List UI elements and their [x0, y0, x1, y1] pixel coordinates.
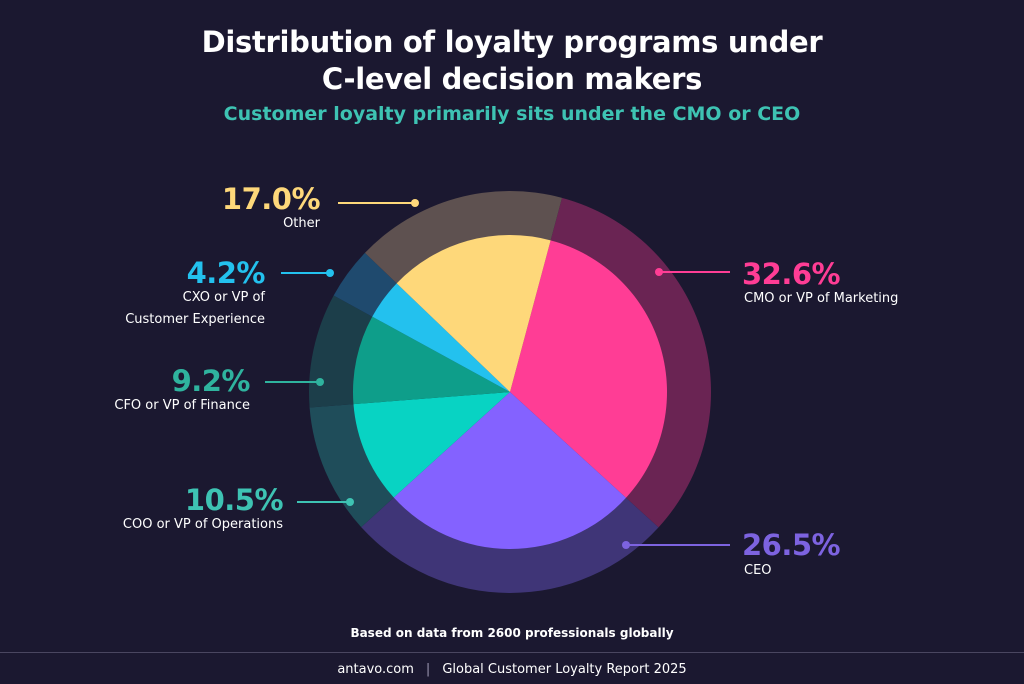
pie-slice-other	[396, 235, 551, 392]
title-line-2: C-level decision makers	[321, 62, 703, 96]
footer-site: antavo.com	[337, 662, 414, 677]
leader-line-layer	[265, 199, 730, 549]
cfo-percent-label: 9.2%	[171, 364, 251, 398]
pie-slice-cxo	[372, 283, 510, 392]
footer-divider	[0, 652, 1024, 653]
title-line-1: Distribution of loyalty programs under	[201, 25, 823, 59]
leader-dot-cxo	[326, 269, 334, 277]
cmo-category-label: CMO or VP of Marketing	[744, 291, 899, 306]
pie-slice-coo	[353, 392, 510, 498]
leader-dot-cmo	[655, 268, 663, 276]
footer-separator: |	[425, 662, 431, 677]
cmo-percent-label: 32.6%	[742, 257, 841, 291]
pie-slice-ceo	[393, 392, 627, 549]
cxo-category-label-line-1: CXO or VP of	[182, 290, 265, 305]
cxo-category-label-line-2: Customer Experience	[125, 312, 265, 327]
leader-dot-ceo	[622, 541, 630, 549]
other-percent-label: 17.0%	[221, 182, 321, 216]
data-source-note: Based on data from 2600 professionals gl…	[350, 626, 674, 640]
footer: antavo.com | Global Customer Loyalty Repor…	[0, 662, 1024, 677]
cxo-percent-label: 4.2%	[186, 256, 266, 290]
page-subtitle: Customer loyalty primarily sits under th…	[223, 103, 801, 125]
cfo-category-label: CFO or VP of Finance	[114, 398, 250, 413]
leader-dot-other	[411, 199, 419, 207]
ceo-percent-label: 26.5%	[742, 528, 841, 562]
leader-dot-cfo	[316, 378, 324, 386]
coo-percent-label: 10.5%	[184, 483, 284, 517]
coo-category-label: COO or VP of Operations	[122, 517, 283, 532]
ceo-category-label: CEO	[744, 563, 772, 578]
pie-slice-layer	[353, 235, 667, 549]
page-title: Distribution of loyalty programs under C…	[0, 24, 1024, 98]
pie-slice-cmo	[510, 240, 667, 498]
pie-slice-cfo	[353, 316, 510, 405]
footer-report-title: Global Customer Loyalty Report 2025	[442, 662, 687, 677]
leader-dot-coo	[346, 498, 354, 506]
other-category-label: Other	[283, 216, 320, 231]
